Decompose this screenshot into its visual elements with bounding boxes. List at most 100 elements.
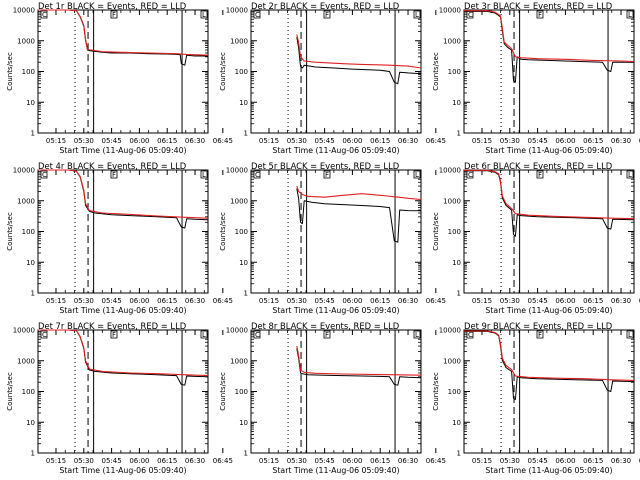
lld-series-line <box>38 169 209 219</box>
x-tick-label: 05:30 <box>287 137 307 145</box>
x-axis-label: Start Time (11-Aug-06 05:09:40) <box>485 466 612 475</box>
y-tick-label: 10000 <box>226 167 248 175</box>
marker-box <box>536 330 544 339</box>
x-tick-label: 06:00 <box>129 137 149 145</box>
x-tick-label: 05:15 <box>46 297 66 305</box>
marker-box <box>626 10 634 19</box>
x-tick-label: 06:15 <box>583 297 603 305</box>
x-tick-label: 06:45 <box>213 457 233 465</box>
x-tick-label: 06:45 <box>213 297 233 305</box>
x-tick-label: 06:30 <box>611 137 631 145</box>
plot-title: Det 7r BLACK = Events, RED = LLD <box>38 321 186 331</box>
x-tick-label: 06:15 <box>157 297 177 305</box>
marker-box <box>413 330 421 339</box>
y-tick-label: 10000 <box>13 327 35 335</box>
x-tick-label: 05:30 <box>287 297 307 305</box>
y-tick-label: 100 <box>235 68 248 76</box>
y-axis-label: Counts/sec <box>432 52 440 91</box>
y-tick-label: 10000 <box>13 167 35 175</box>
y-tick-label: 10000 <box>439 327 461 335</box>
x-tick-label: 05:15 <box>259 137 279 145</box>
x-tick-label: 05:15 <box>259 297 279 305</box>
x-tick-label: 06:30 <box>398 297 418 305</box>
x-tick-label: 06:30 <box>185 457 205 465</box>
marker-label: L <box>202 171 206 179</box>
marker-label: F <box>538 171 542 179</box>
lld-series-line <box>464 169 635 220</box>
x-tick-label: 06:15 <box>583 137 603 145</box>
marker-box <box>413 170 421 179</box>
plot-title: Det 4r BLACK = Events, RED = LLD <box>38 161 186 171</box>
x-tick-label: 06:00 <box>555 457 575 465</box>
x-tick-label: 06:00 <box>555 137 575 145</box>
y-tick-label: 1000 <box>230 37 248 45</box>
y-tick-label: 10 <box>26 259 35 267</box>
events-series-line <box>296 37 422 85</box>
marker-box <box>253 170 261 179</box>
y-tick-label: 100 <box>448 68 461 76</box>
y-tick-label: 1000 <box>443 197 461 205</box>
y-tick-label: 1000 <box>230 357 248 365</box>
x-axis-label: Start Time (11-Aug-06 05:09:40) <box>59 146 186 155</box>
x-tick-label: 06:00 <box>342 137 362 145</box>
y-tick-label: 1000 <box>17 357 35 365</box>
y-tick-label: 10000 <box>226 7 248 15</box>
marker-label: F <box>325 171 329 179</box>
y-tick-label: 1 <box>31 130 35 138</box>
x-tick-label: 05:30 <box>74 457 94 465</box>
panel-9: Det 9r BLACK = Events, RED = LLD 1 10 100 10… <box>432 321 640 475</box>
y-tick-label: 10 <box>239 419 248 427</box>
x-tick-label: 06:45 <box>426 137 446 145</box>
marker-box <box>110 10 118 19</box>
marker-box <box>110 330 118 339</box>
marker-label: C <box>255 11 260 19</box>
panel-4: Det 4r BLACK = Events, RED = LLD 1 10 100 10… <box>6 161 233 315</box>
panel-2: Det 2r BLACK = Events, RED = LLD 1 10 100 10… <box>219 1 446 155</box>
y-axis-label: Counts/sec <box>432 372 440 411</box>
x-tick-label: 06:15 <box>370 297 390 305</box>
y-tick-label: 100 <box>235 388 248 396</box>
y-tick-label: 10000 <box>439 167 461 175</box>
lld-series-line <box>296 345 422 376</box>
x-tick-label: 05:30 <box>500 457 520 465</box>
x-tick-label: 06:30 <box>185 137 205 145</box>
x-tick-label: 05:30 <box>74 297 94 305</box>
plot-title: Det 1r BLACK = Events, RED = LLD <box>38 1 186 11</box>
x-axis-label: Start Time (11-Aug-06 05:09:40) <box>272 146 399 155</box>
marker-box <box>253 330 261 339</box>
lld-series-line <box>296 34 422 69</box>
y-tick-label: 1 <box>457 290 461 298</box>
x-tick-label: 05:45 <box>102 457 122 465</box>
marker-label: L <box>628 11 632 19</box>
marker-label: C <box>42 11 47 19</box>
x-tick-label: 06:30 <box>398 457 418 465</box>
marker-box <box>110 170 118 179</box>
marker-box <box>536 170 544 179</box>
x-tick-label: 06:30 <box>185 297 205 305</box>
x-tick-label: 05:45 <box>528 137 548 145</box>
y-tick-label: 1 <box>457 130 461 138</box>
marker-box <box>40 330 48 339</box>
marker-label: F <box>325 331 329 339</box>
x-tick-label: 05:45 <box>102 297 122 305</box>
events-series-line <box>296 188 422 243</box>
x-tick-label: 06:00 <box>129 297 149 305</box>
y-tick-label: 1 <box>244 130 248 138</box>
x-tick-label: 06:15 <box>157 137 177 145</box>
y-tick-label: 1000 <box>443 37 461 45</box>
y-axis-label: Counts/sec <box>6 52 14 91</box>
marker-label: C <box>255 171 260 179</box>
marker-box <box>253 10 261 19</box>
y-tick-label: 10000 <box>439 7 461 15</box>
x-tick-label: 05:15 <box>259 457 279 465</box>
x-tick-label: 05:45 <box>528 297 548 305</box>
lld-series-line <box>464 10 635 63</box>
x-tick-label: 06:30 <box>611 457 631 465</box>
marker-label: L <box>415 11 419 19</box>
marker-box <box>536 10 544 19</box>
x-tick-label: 06:30 <box>611 297 631 305</box>
y-axis-label: Counts/sec <box>219 372 227 411</box>
x-tick-label: 05:45 <box>315 297 335 305</box>
